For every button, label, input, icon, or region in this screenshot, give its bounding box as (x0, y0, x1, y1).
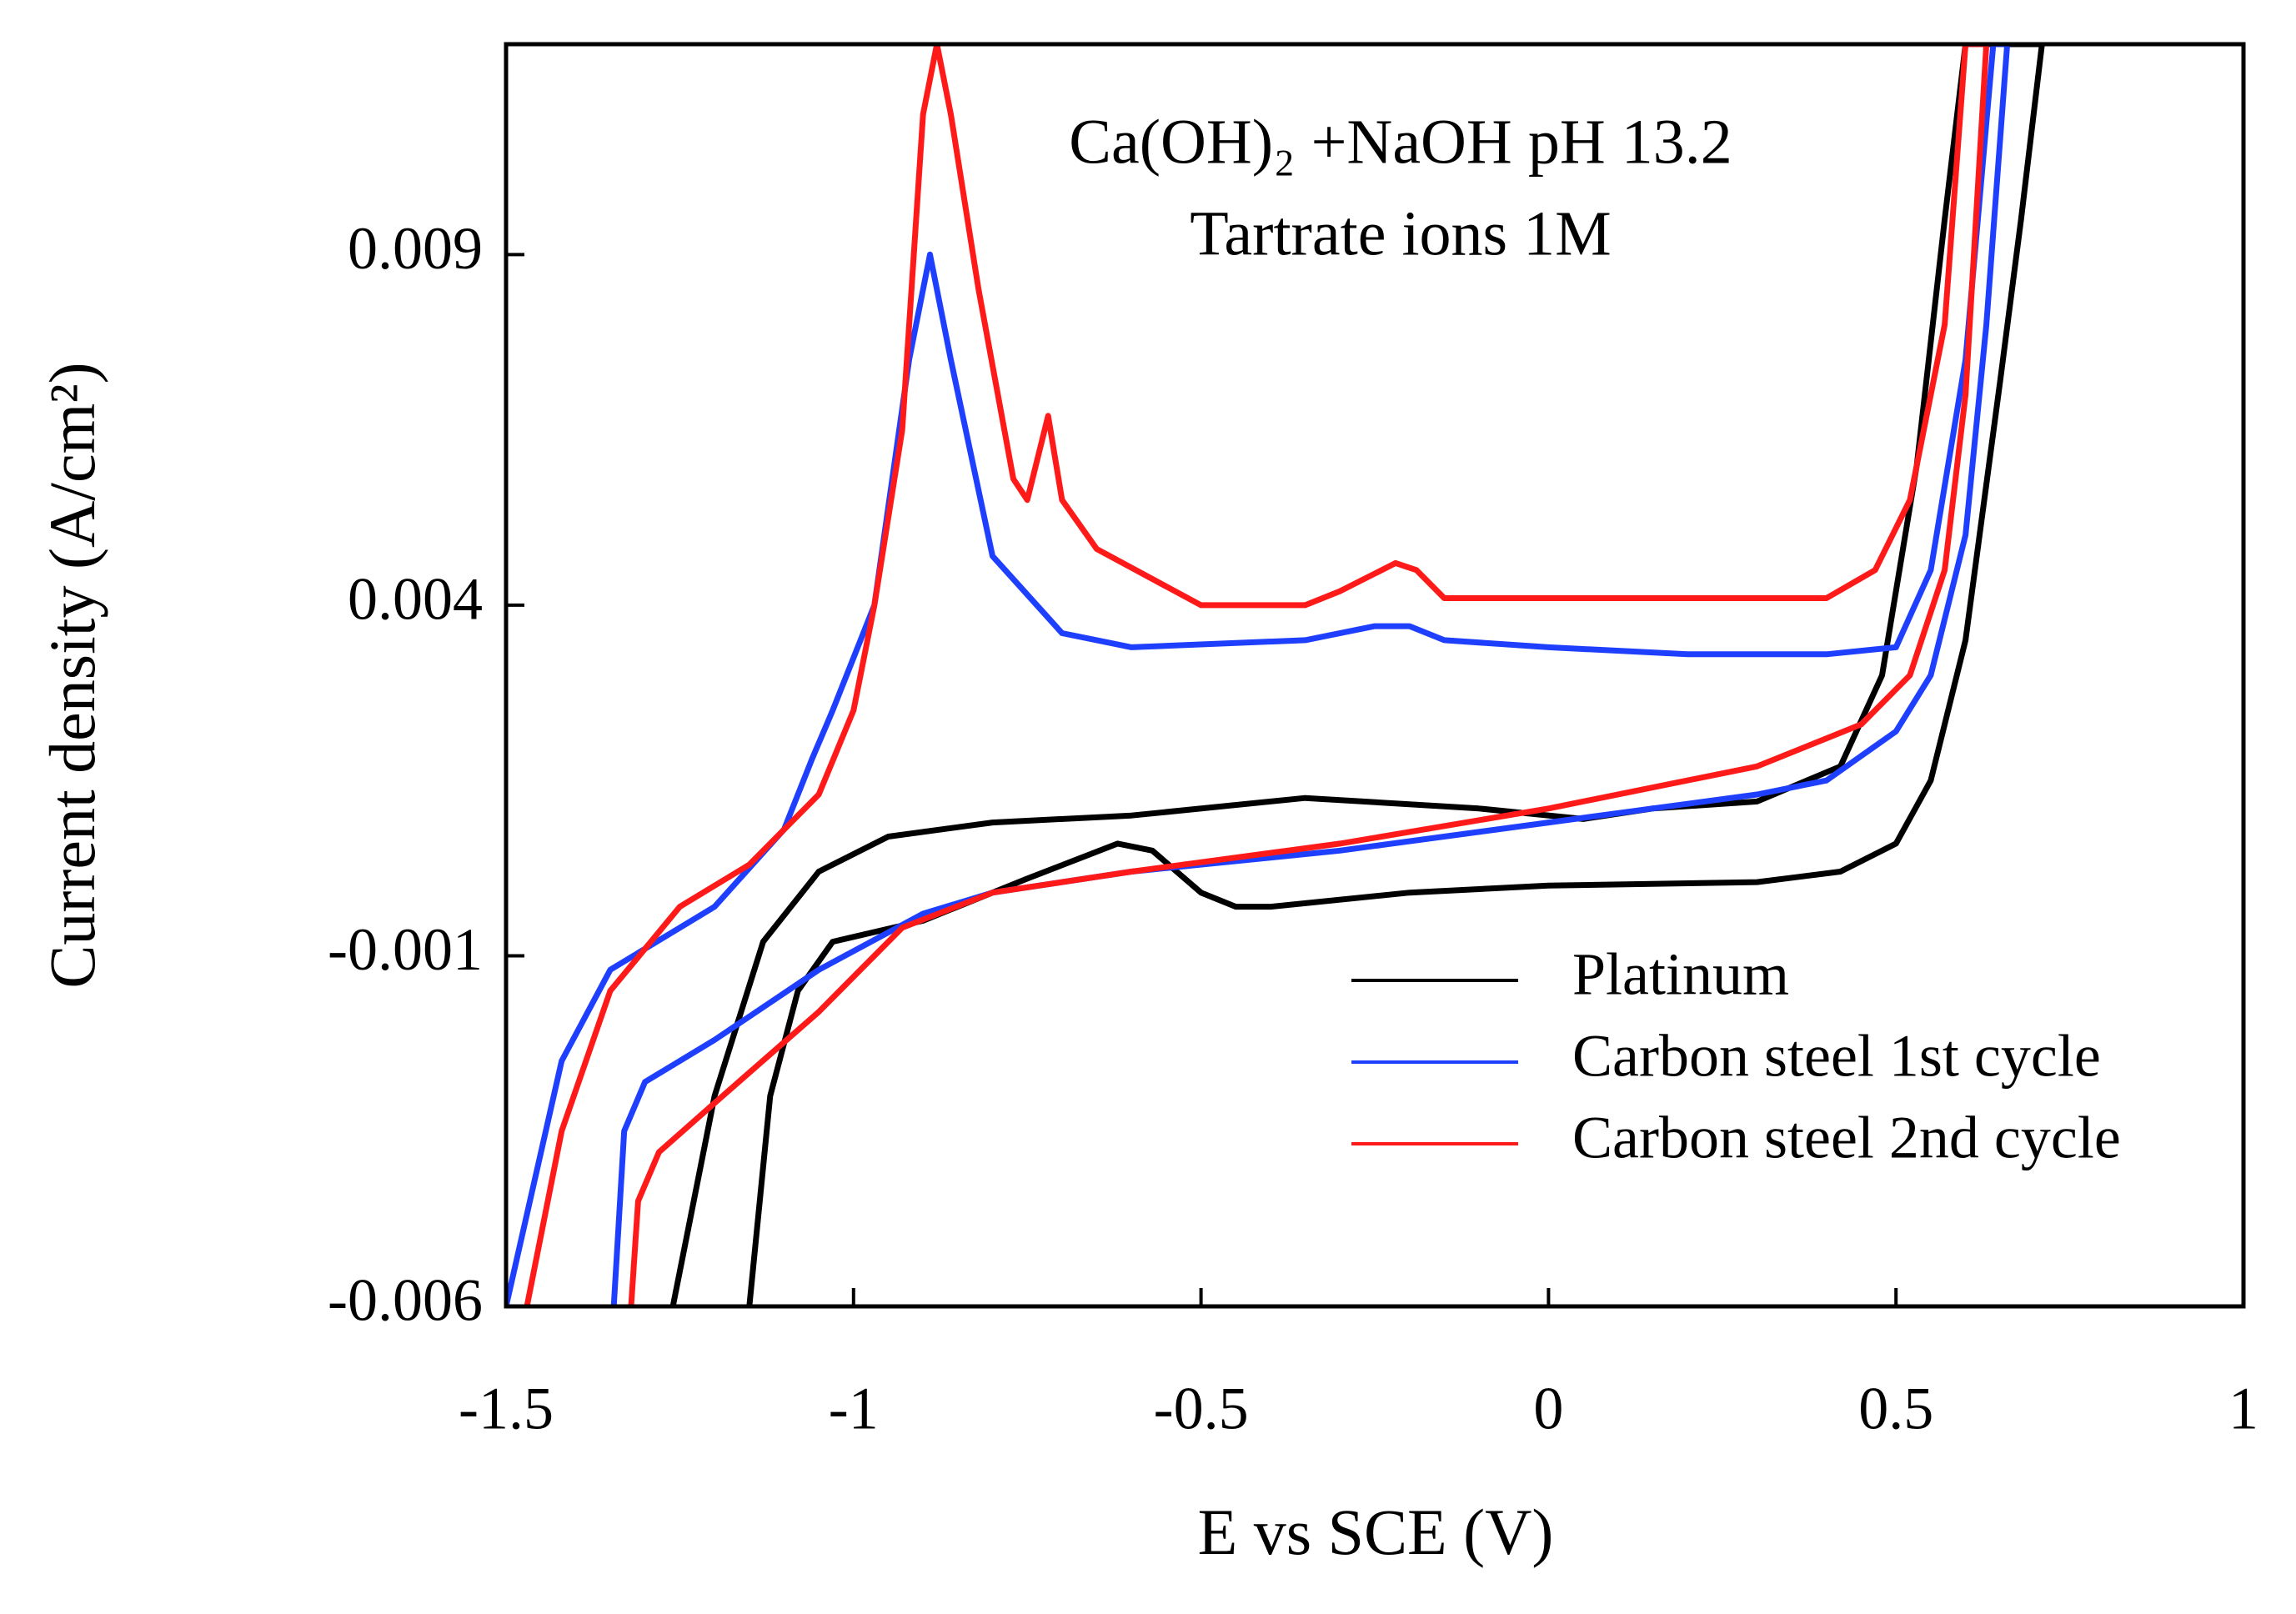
y-axis-title: Current density (A/cm²) (36, 362, 108, 988)
y-tick-label: -0.001 (328, 916, 483, 983)
x-tick-label: -1.5 (459, 1376, 554, 1442)
y-tick-label: 0.004 (348, 565, 483, 632)
legend-label: Carbon steel 2nd cycle (1572, 1105, 2121, 1171)
x-tick-label: -1 (829, 1376, 879, 1442)
x-tick-label: -0.5 (1154, 1376, 1249, 1442)
plot-area (506, 44, 2045, 1306)
x-tick-label: 1 (2228, 1376, 2258, 1442)
annotation: Tartrate ions 1M (1190, 198, 1611, 268)
y-tick-label: -0.006 (328, 1267, 483, 1334)
x-tick-label: 0.5 (1858, 1376, 1933, 1442)
series-line (669, 44, 2045, 1306)
legend-label: Platinum (1572, 941, 1789, 1008)
legend-label: Carbon steel 1st cycle (1572, 1023, 2101, 1090)
y-tick-label: 0.009 (348, 215, 483, 282)
plot-frame (504, 42, 2246, 1309)
annotation: Ca(OH)₂ +NaOH pH 13.2 (1069, 107, 1732, 177)
series-line (524, 44, 1990, 1306)
x-tick-label: 0 (1533, 1376, 1563, 1442)
x-axis-title: E vs SCE (V) (1198, 1496, 1554, 1568)
